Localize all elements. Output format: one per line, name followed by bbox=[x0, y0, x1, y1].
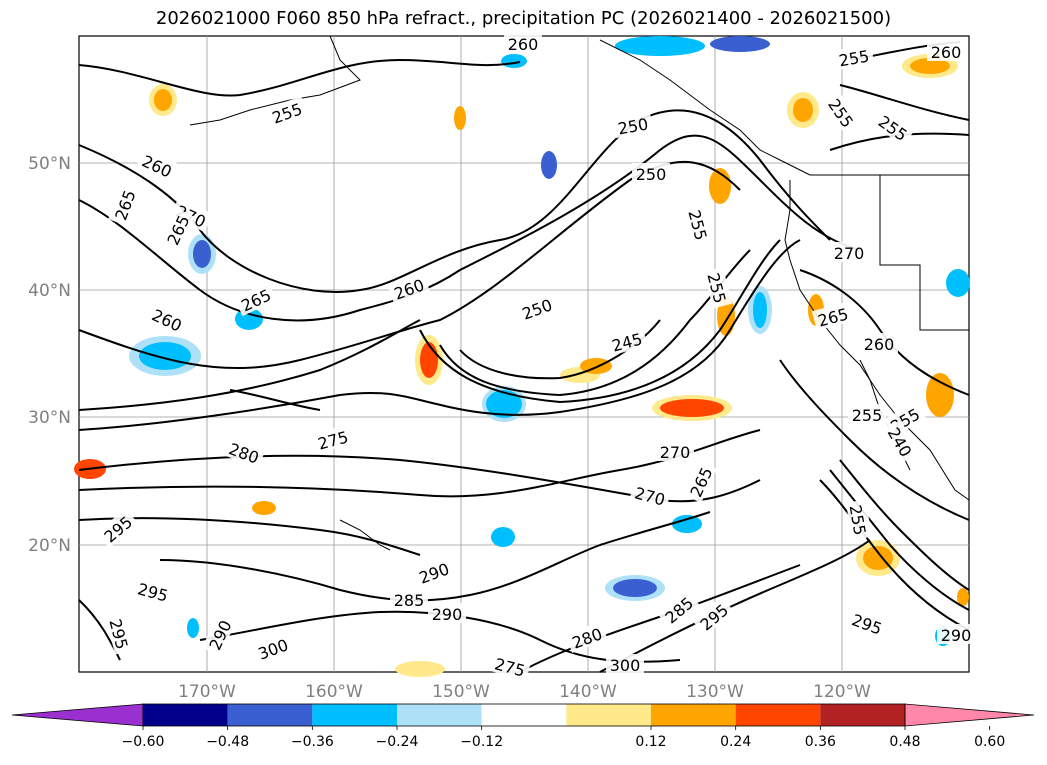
contour-label-bg bbox=[927, 41, 965, 61]
longitude-label: 170°W bbox=[178, 682, 236, 702]
latitude-label: 40°N bbox=[28, 281, 71, 301]
colorbar-tick-label: 0.36 bbox=[805, 734, 836, 750]
contour-label-bg bbox=[848, 404, 886, 424]
contour-label-bg bbox=[428, 603, 466, 623]
colorbar-tick-label: −0.36 bbox=[291, 734, 334, 750]
contour-label: 285 bbox=[394, 591, 425, 610]
latitude-label: 50°N bbox=[28, 154, 71, 174]
contour-label-bg bbox=[683, 460, 718, 504]
contour-label-bg bbox=[265, 96, 308, 128]
contour-label: 270 bbox=[660, 443, 691, 462]
contour-label-bg bbox=[703, 266, 733, 309]
contour-label-bg bbox=[311, 424, 354, 454]
colorbar-segment bbox=[651, 704, 736, 726]
contour-labels: 2602552602652602702652552502552502602652… bbox=[96, 33, 975, 681]
longitude-labels: 170°W 160°W 150°W 140°W 130°W 120°W bbox=[178, 682, 871, 702]
map-title: 2026021000 F060 850 hPa refract., precip… bbox=[155, 8, 892, 29]
contour-label-bg bbox=[629, 480, 672, 510]
contour-label-bg bbox=[605, 326, 648, 356]
longitude-label: 140°W bbox=[559, 682, 617, 702]
longitude-label: 130°W bbox=[686, 682, 744, 702]
colorbar-segment bbox=[312, 704, 397, 726]
colorbar-tick-label: −0.12 bbox=[460, 734, 503, 750]
contour-label-bg bbox=[822, 91, 861, 134]
colorbar-tick-label: 0.12 bbox=[635, 734, 666, 750]
contour-label: 260 bbox=[931, 43, 962, 62]
colorbar-tick-label: −0.24 bbox=[376, 734, 419, 750]
contour-label-bg bbox=[882, 420, 920, 463]
contour-label: 290 bbox=[432, 605, 463, 624]
contour-label-bg bbox=[684, 203, 714, 246]
latitude-labels: 20°N 30°N 40°N 50°N bbox=[28, 154, 71, 556]
contour-label: 255 bbox=[852, 406, 883, 425]
contour-label-bg bbox=[860, 333, 898, 353]
refractivity-contours bbox=[78, 41, 970, 673]
contour-label: 270 bbox=[834, 244, 865, 263]
contour-label-bg bbox=[846, 607, 889, 639]
contour-label: 260 bbox=[864, 335, 895, 354]
colorbar-segment bbox=[820, 704, 905, 726]
contour-label-bg bbox=[845, 499, 873, 541]
contour-label-bg bbox=[96, 508, 139, 549]
contour-label-bg bbox=[692, 596, 735, 637]
contour-label-bg bbox=[390, 589, 428, 609]
colorbar-segment bbox=[397, 704, 482, 726]
colorbar-outline bbox=[142, 703, 906, 727]
colorbar-segment bbox=[227, 704, 313, 726]
precip-shading bbox=[74, 36, 970, 677]
contour-label-bg bbox=[135, 148, 179, 183]
colorbar-segment bbox=[481, 704, 567, 726]
contour-label: 300 bbox=[610, 656, 641, 675]
colorbar-tick-label: 0.60 bbox=[974, 734, 1005, 750]
colorbar: −0.60 −0.48 −0.36 −0.24 −0.12 0.12 0.24 0.36 0.4… bbox=[11, 703, 1035, 750]
contour-label-bg bbox=[387, 272, 430, 304]
colorbar-segment bbox=[566, 704, 651, 726]
contour-label-bg bbox=[833, 43, 875, 71]
contour-label-bg bbox=[830, 242, 868, 262]
contour-label: 250 bbox=[636, 165, 667, 184]
contour-label-bg bbox=[606, 654, 644, 674]
contour-label-bg bbox=[872, 108, 915, 147]
contour-label-bg bbox=[145, 302, 189, 337]
contour-label-bg bbox=[937, 624, 975, 644]
colorbar-tick-label: −0.48 bbox=[206, 734, 249, 750]
contour-label-bg bbox=[657, 589, 700, 630]
contour-label-bg bbox=[160, 208, 195, 252]
contour-label-bg bbox=[105, 612, 135, 655]
contour-label-bg bbox=[811, 301, 854, 331]
contour-label-bg bbox=[108, 183, 140, 226]
contour-label-bg bbox=[515, 292, 558, 324]
contour-label-bg bbox=[489, 651, 532, 681]
colorbar-extend-min bbox=[11, 703, 144, 727]
contour-label-bg bbox=[202, 613, 237, 657]
contour-label-bg bbox=[656, 441, 694, 461]
latitude-label: 30°N bbox=[28, 408, 71, 428]
contour-label-bg bbox=[612, 111, 654, 139]
colorbar-tick-label: 0.48 bbox=[889, 734, 920, 750]
map-frame bbox=[78, 35, 970, 673]
contour-label-bg bbox=[565, 621, 608, 653]
contour-label-bg bbox=[223, 436, 266, 468]
colorbar-segment bbox=[735, 704, 821, 726]
colorbar-tick-label: −0.60 bbox=[122, 734, 165, 750]
contour-label: 290 bbox=[941, 626, 972, 645]
contour-label-bg bbox=[234, 282, 278, 317]
colorbar-extend-max bbox=[904, 703, 1035, 727]
contour-label-bg bbox=[251, 632, 294, 664]
longitude-label: 120°W bbox=[813, 682, 871, 702]
longitude-label: 160°W bbox=[305, 682, 363, 702]
colorbar-segment bbox=[143, 704, 228, 726]
contour-label-bg bbox=[632, 163, 670, 183]
longitude-label: 150°W bbox=[432, 682, 490, 702]
colorbar-tick-label: 0.24 bbox=[720, 734, 751, 750]
contour-label-bg bbox=[412, 556, 455, 588]
contour-label-bg bbox=[504, 33, 542, 53]
contour-label-bg bbox=[169, 198, 213, 233]
latitude-label: 20°N bbox=[28, 536, 71, 556]
contour-label: 260 bbox=[508, 35, 539, 54]
contour-label-bg bbox=[132, 576, 175, 606]
